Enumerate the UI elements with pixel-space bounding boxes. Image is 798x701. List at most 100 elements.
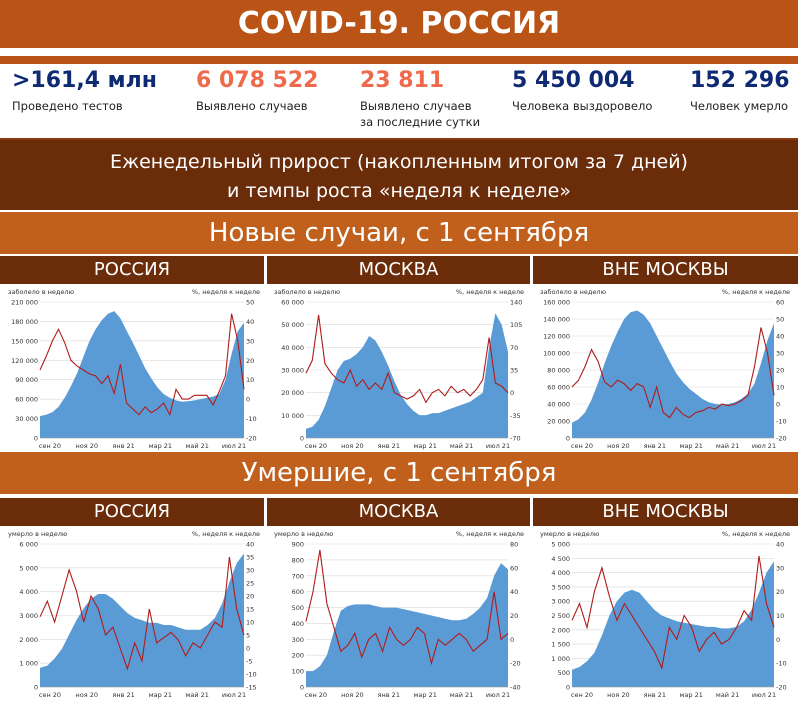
y2-tick-label: 0 [510, 636, 514, 644]
y-tick-label: 900 [292, 541, 304, 549]
left-axis-caption: заболело в неделю [274, 288, 341, 296]
y-tick-label: 700 [292, 572, 304, 580]
right-axis-caption: %, неделя к неделе [192, 288, 260, 296]
y2-tick-label: 60 [776, 299, 784, 307]
y-tick-label: 3 000 [19, 612, 38, 620]
x-tick-label: сен 20 [305, 691, 327, 699]
stat-deaths: 152 296 Человек умерло [690, 68, 790, 114]
y-tick-label: 60 000 [15, 396, 38, 404]
stat-label: Выявлено случаев [196, 99, 308, 113]
y-tick-label: 120 000 [543, 333, 570, 341]
stat-value: >161,4 млн [12, 68, 157, 93]
stat-value: 6 078 522 [196, 68, 319, 93]
x-tick-label: сен 20 [39, 691, 61, 699]
x-tick-label: ноя 20 [607, 442, 629, 450]
chart-svg: заболело в неделю %, неделя к неделе 0 30 0… [8, 288, 260, 450]
y-tick-label: 0 [300, 435, 304, 443]
right-axis-caption: %, неделя к неделе [722, 288, 790, 296]
y2-tick-label: 40 [246, 541, 254, 549]
y-tick-label: 1 000 [19, 660, 38, 668]
y2-tick-label: 30 [776, 564, 784, 572]
stat-cases-day: 23 811 Выявлено случаев за последние сут… [360, 68, 480, 130]
y-tick-label: 90 000 [15, 376, 38, 384]
x-tick-label: ноя 20 [76, 691, 98, 699]
x-tick-label: май 21 [450, 691, 473, 699]
x-tick-label: янв 21 [112, 691, 134, 699]
y2-tick-label: -20 [776, 684, 787, 692]
y-tick-label: 500 [558, 669, 570, 677]
col-head-moscow-cases: МОСКВА [267, 256, 530, 284]
x-tick-label: сен 20 [39, 442, 61, 450]
y-tick-label: 1 000 [551, 655, 570, 663]
y-tick-label: 0 [34, 435, 38, 443]
y2-tick-label: 0 [246, 645, 250, 653]
area-series [572, 310, 774, 438]
x-tick-label: ноя 20 [607, 691, 629, 699]
y-tick-label: 4 000 [19, 588, 38, 596]
col-head-russia-cases: РОССИЯ [0, 256, 264, 284]
y-tick-label: 4 000 [551, 569, 570, 577]
line-series [571, 327, 775, 419]
cases-section-title: Новые случаи, с 1 сентября [0, 212, 798, 254]
y-tick-label: 600 [292, 588, 304, 596]
y2-tick-label: -70 [510, 435, 521, 443]
y-tick-label: 210 000 [11, 299, 38, 307]
chart-deaths-moscow: умерло в неделю%, неделя к неделе 0 100 200… [270, 528, 528, 699]
y2-tick-label: 50 [246, 299, 254, 307]
y2-tick-label: -10 [776, 418, 787, 426]
col-head-moscow-deaths: МОСКВА [267, 498, 530, 526]
stat-label: Выявлено случаев [360, 99, 472, 113]
y-tick-label: 0 [566, 435, 570, 443]
line-series [571, 555, 775, 670]
y-tick-label: 120 000 [11, 357, 38, 365]
chart-cases-moscow: заболело в неделю %, неделя к неделе 0 10 0… [270, 286, 528, 450]
y-tick-label: 20 000 [281, 389, 304, 397]
deaths-section-title: Умершие, с 1 сентября [0, 452, 798, 494]
weekly-banner: Еженедельный прирост (накопленным итогом… [0, 138, 798, 210]
y-tick-label: 100 [292, 668, 304, 676]
y2-tick-label: 60 [510, 564, 518, 572]
left-axis-caption: заболело в неделю [540, 288, 607, 296]
y-tick-label: 30 000 [281, 367, 304, 375]
area-series [306, 563, 508, 687]
stat-value: 5 450 004 [512, 68, 635, 93]
y2-tick-label: 140 [510, 299, 522, 307]
y2-tick-label: 0 [246, 396, 250, 404]
area-series [40, 311, 244, 438]
y2-tick-label: 70 [510, 344, 518, 352]
y2-tick-label: 80 [510, 541, 518, 549]
chart-deaths-russia: умерло в неделю %, неделя к неделе 0 1 000 2… [4, 528, 264, 699]
y2-tick-label: 20 [246, 357, 254, 365]
x-tick-label: май 21 [716, 442, 739, 450]
x-tick-label: ноя 20 [76, 442, 98, 450]
y2-tick-label: -20 [510, 660, 521, 668]
x-tick-label: мар 21 [149, 442, 172, 450]
x-tick-label: май 21 [450, 442, 473, 450]
y-tick-label: 150 000 [11, 337, 38, 345]
left-axis-caption: умерло в неделю [8, 530, 68, 538]
y2-tick-label: -10 [246, 671, 257, 679]
y2-tick-label: 40 [776, 541, 784, 549]
chart-svg: заболело в неделю %, неделя к неделе 0 10 0… [274, 288, 524, 450]
y2-tick-label: 25 [246, 580, 254, 588]
stat-value: 23 811 [360, 68, 445, 93]
y2-tick-label: 10 [246, 619, 254, 627]
col-head-outside-cases: ВНЕ МОСКВЫ [533, 256, 798, 284]
line-series [305, 549, 509, 666]
right-axis-caption: %, неделя к неделе [456, 530, 524, 538]
y2-tick-label: -35 [510, 412, 521, 420]
y-tick-label: 800 [292, 556, 304, 564]
y2-tick-label: 105 [510, 321, 522, 329]
y-tick-label: 2 000 [19, 636, 38, 644]
y2-tick-label: 0 [510, 389, 514, 397]
line-series [39, 313, 245, 417]
x-tick-label: май 21 [185, 442, 208, 450]
x-tick-label: ноя 20 [341, 442, 363, 450]
line-series [39, 556, 245, 671]
y-tick-label: 6 000 [19, 541, 38, 549]
y2-tick-label: -10 [776, 660, 787, 668]
y2-tick-label: -5 [246, 658, 252, 666]
right-axis-caption: %, неделя к неделе [722, 530, 790, 538]
y-tick-label: 60 000 [281, 299, 304, 307]
y-tick-label: 40 000 [547, 401, 570, 409]
